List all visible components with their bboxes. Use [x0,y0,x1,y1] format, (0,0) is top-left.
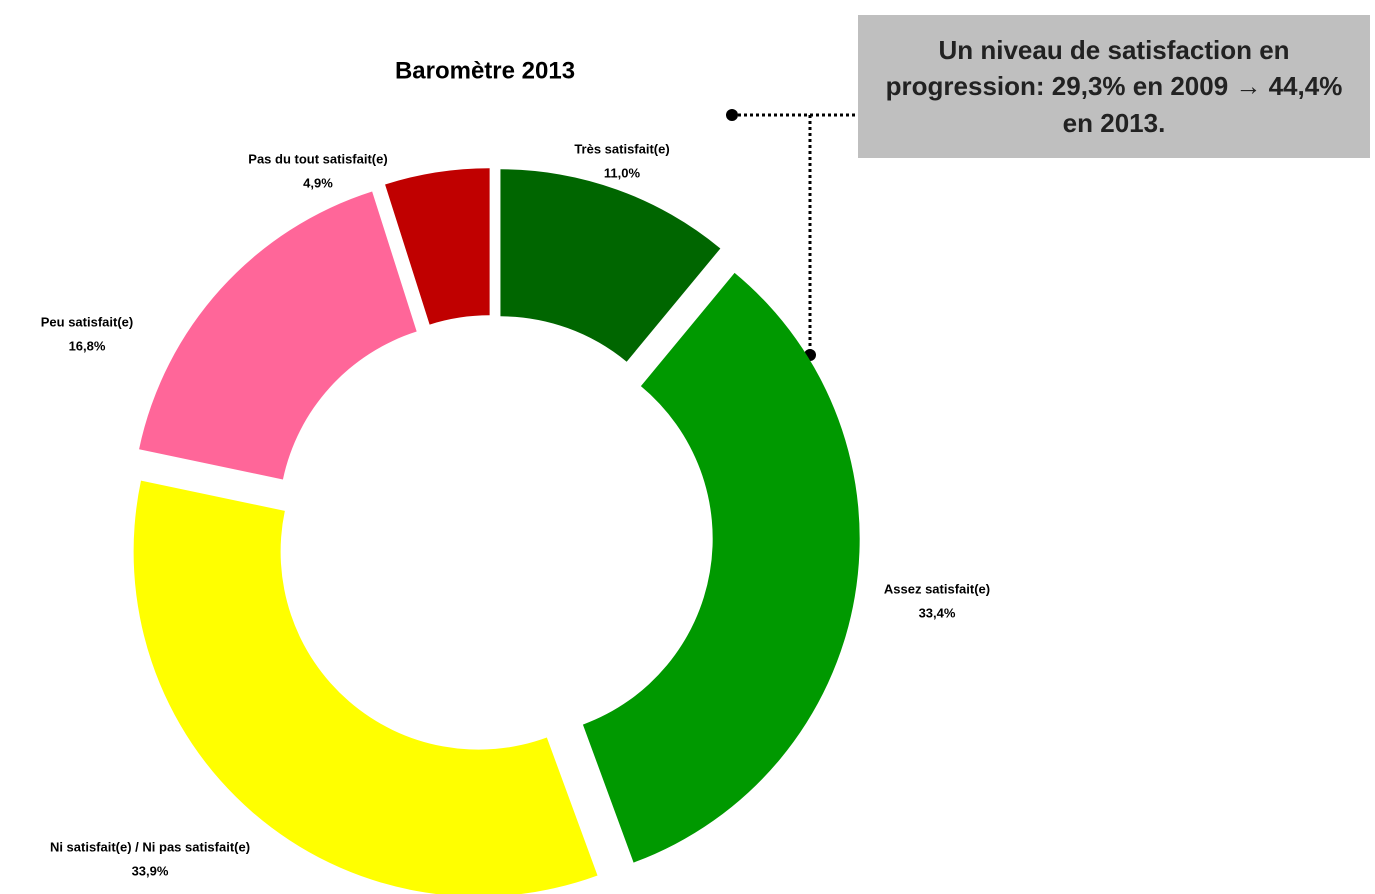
slice-label: Très satisfait(e) [574,141,669,156]
annotation-box: Un niveau de satisfaction en progression… [858,15,1370,158]
slice-value: 16,8% [69,338,106,353]
slice-value: 4,9% [303,175,333,190]
donut-slice [582,272,860,863]
donut-slice [500,169,721,362]
donut-slice [133,480,598,894]
slice-label: Peu satisfait(e) [41,314,133,329]
slice-label: Ni satisfait(e) / Ni pas satisfait(e) [50,839,250,854]
slice-value: 11,0% [604,165,641,180]
slice-value: 33,9% [132,863,169,878]
donut-slice [385,168,490,325]
chart-title: Baromètre 2013 [395,57,575,84]
slice-label: Assez satisfait(e) [884,581,990,596]
donut-slice [139,191,417,480]
annotation-dot [726,109,738,121]
slice-value: 33,4% [919,605,956,620]
slice-label: Pas du tout satisfait(e) [248,151,387,166]
